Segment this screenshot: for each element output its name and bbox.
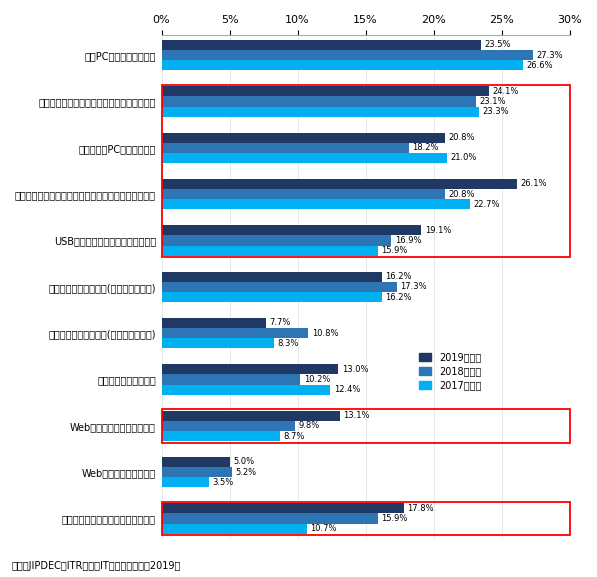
Text: 3.5%: 3.5% xyxy=(213,478,234,487)
Bar xyxy=(162,133,445,143)
Text: 9.8%: 9.8% xyxy=(298,421,319,430)
Text: 20.8%: 20.8% xyxy=(448,133,475,142)
Bar xyxy=(162,411,340,421)
Bar xyxy=(162,338,275,349)
Text: 15.9%: 15.9% xyxy=(381,514,408,523)
Bar xyxy=(162,457,230,467)
Text: 26.1%: 26.1% xyxy=(520,179,546,189)
Bar xyxy=(162,199,470,209)
Bar xyxy=(162,40,481,50)
Text: 20.8%: 20.8% xyxy=(448,190,475,198)
Bar xyxy=(162,514,378,523)
Bar xyxy=(162,153,447,163)
Text: 12.4%: 12.4% xyxy=(334,385,360,394)
Text: 15.9%: 15.9% xyxy=(381,246,408,255)
Bar xyxy=(162,272,382,282)
Bar xyxy=(162,50,533,60)
Text: 10.8%: 10.8% xyxy=(312,329,338,338)
Text: 23.1%: 23.1% xyxy=(479,97,506,106)
Text: 22.7%: 22.7% xyxy=(474,200,500,209)
Bar xyxy=(162,107,479,117)
Bar xyxy=(162,503,404,514)
Text: 13.0%: 13.0% xyxy=(342,365,368,374)
Text: 26.6%: 26.6% xyxy=(527,61,553,70)
Text: 7.7%: 7.7% xyxy=(270,319,291,328)
Legend: 2019年調査, 2018年調査, 2017年調査: 2019年調査, 2018年調査, 2017年調査 xyxy=(420,352,481,390)
Bar xyxy=(162,179,516,189)
Text: 16.2%: 16.2% xyxy=(385,272,412,281)
Text: 出典：JIPDEC／ITR「企業IT利活用動向調査2019」: 出典：JIPDEC／ITR「企業IT利活用動向調査2019」 xyxy=(12,561,181,571)
Bar xyxy=(162,85,570,257)
Text: 16.9%: 16.9% xyxy=(395,236,421,245)
Bar xyxy=(162,502,570,535)
Bar xyxy=(162,318,266,328)
Text: 23.5%: 23.5% xyxy=(485,40,511,50)
Text: 8.7%: 8.7% xyxy=(284,432,304,441)
Text: 16.2%: 16.2% xyxy=(385,293,412,302)
Bar xyxy=(162,421,295,431)
Text: 10.2%: 10.2% xyxy=(304,375,330,384)
Bar xyxy=(162,246,378,256)
Bar xyxy=(162,431,280,441)
Text: 17.3%: 17.3% xyxy=(401,282,427,291)
Text: 19.1%: 19.1% xyxy=(425,226,451,235)
Bar xyxy=(162,282,397,292)
Bar xyxy=(162,96,476,107)
Text: 21.0%: 21.0% xyxy=(451,153,477,163)
Text: 10.7%: 10.7% xyxy=(310,524,337,533)
Text: 5.2%: 5.2% xyxy=(236,468,257,477)
Bar xyxy=(162,235,392,246)
Bar xyxy=(162,364,338,374)
Bar xyxy=(162,143,409,153)
Text: 23.3%: 23.3% xyxy=(482,107,509,116)
Bar xyxy=(162,225,421,235)
Text: 17.8%: 17.8% xyxy=(407,504,434,513)
Bar xyxy=(162,385,330,395)
Bar xyxy=(162,189,445,199)
Bar xyxy=(162,477,209,488)
Text: 24.1%: 24.1% xyxy=(493,87,519,96)
Bar xyxy=(162,409,570,443)
Bar xyxy=(162,374,300,385)
Text: 27.3%: 27.3% xyxy=(536,51,563,59)
Bar xyxy=(162,523,307,534)
Bar xyxy=(162,60,524,70)
Bar xyxy=(162,467,232,477)
Bar xyxy=(162,328,309,338)
Text: 18.2%: 18.2% xyxy=(413,143,439,152)
Bar xyxy=(162,86,490,96)
Text: 5.0%: 5.0% xyxy=(233,458,254,466)
Bar xyxy=(162,292,382,302)
Text: 13.1%: 13.1% xyxy=(343,411,370,420)
Text: 8.3%: 8.3% xyxy=(278,339,299,348)
